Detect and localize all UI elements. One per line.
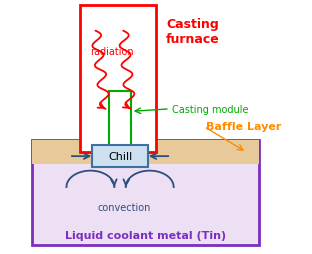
Text: convection: convection xyxy=(98,202,151,212)
Bar xyxy=(92,146,149,167)
Text: Casting module: Casting module xyxy=(173,104,249,114)
Text: Chill: Chill xyxy=(108,151,132,161)
Bar xyxy=(80,6,156,152)
Text: Casting
furnace: Casting furnace xyxy=(166,18,220,45)
Bar xyxy=(109,92,131,147)
Text: Baffle Layer: Baffle Layer xyxy=(207,122,282,132)
Text: Liquid coolant metal (Tin): Liquid coolant metal (Tin) xyxy=(65,230,227,240)
Text: radiation: radiation xyxy=(90,47,134,57)
Bar xyxy=(32,141,259,245)
Bar xyxy=(32,141,259,165)
